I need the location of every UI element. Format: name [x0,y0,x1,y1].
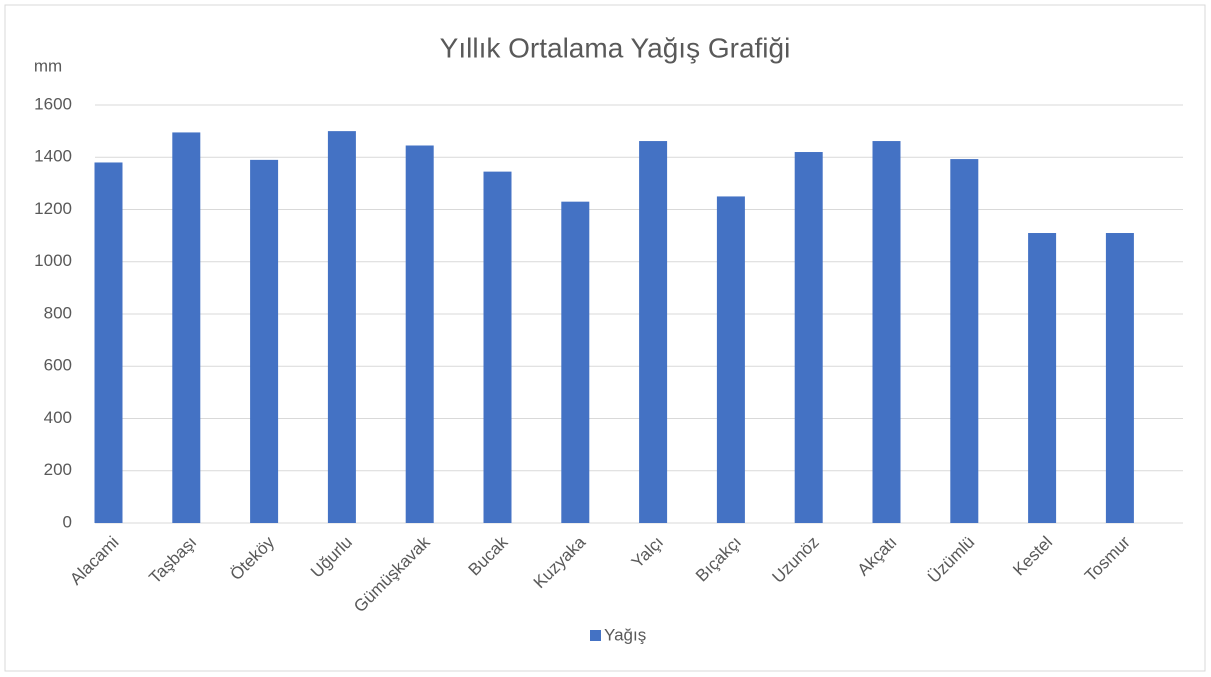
bar [172,132,201,523]
chart-border [4,4,1206,672]
y-tick-label: 600 [44,356,72,375]
bar [483,171,512,523]
y-tick-label: 1000 [34,251,72,270]
y-tick-label: 800 [44,303,72,322]
y-axis-label: mm [34,56,62,75]
bar [250,159,279,524]
y-tick-label: 0 [63,512,72,531]
bar [327,131,356,523]
bar [794,152,823,523]
bar [872,141,901,524]
bar [405,145,434,523]
bar [94,162,123,523]
legend-swatch [590,630,601,641]
bar [561,201,590,523]
bar [950,159,979,524]
y-tick-label: 1200 [34,199,72,218]
bar [1028,233,1057,523]
legend-label: Yağış [604,625,646,644]
bar [1105,233,1134,523]
y-tick-label: 1400 [34,147,72,166]
y-tick-label: 400 [44,408,72,427]
chart-title: Yıllık Ortalama Yağış Grafiği [440,32,791,63]
y-tick-label: 1600 [34,94,72,113]
bar [639,141,668,524]
bar [716,196,745,523]
y-tick-label: 200 [44,460,72,479]
